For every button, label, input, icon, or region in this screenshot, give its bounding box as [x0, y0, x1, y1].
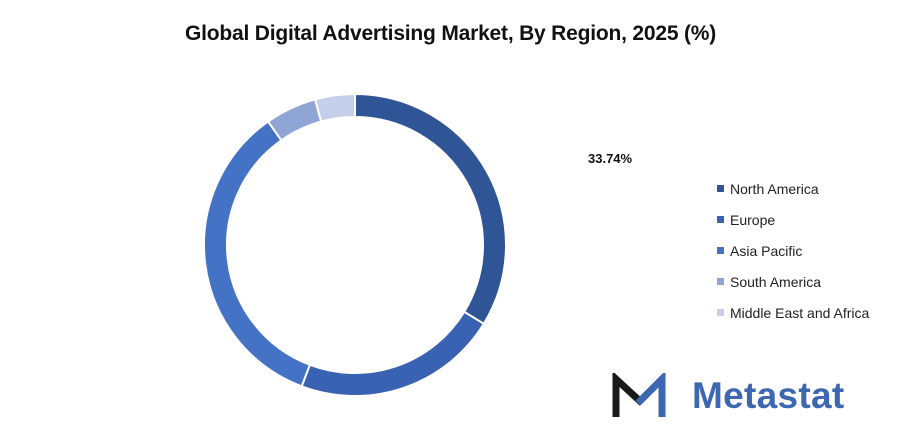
- brand-name: Metastat: [692, 375, 845, 416]
- donut-slice-north-america: [354, 92, 507, 326]
- donut-slice-middle-east-and-africa: [313, 92, 356, 123]
- legend-label: Europe: [730, 211, 776, 228]
- legend-label: Asia Pacific: [730, 242, 803, 259]
- legend-item-north-america: North America: [717, 173, 869, 204]
- legend-label: North America: [730, 180, 819, 197]
- brand-logo: Metastat: [612, 372, 845, 420]
- donut-slice-asia-pacific: [203, 120, 312, 388]
- legend-swatch: [717, 216, 724, 223]
- legend-item-asia-pacific: Asia Pacific: [717, 235, 869, 266]
- donut-slice-south-america: [266, 98, 323, 142]
- data-label-north-america: 33.74%: [588, 151, 633, 166]
- donut-chart: [203, 92, 507, 397]
- legend-swatch: [717, 247, 724, 254]
- chart-legend: North America Europe Asia Pacific South Ame…: [717, 173, 869, 328]
- legend-swatch: [717, 309, 724, 316]
- chart-title: Global Digital Advertising Market, By Re…: [184, 22, 717, 45]
- legend-item-europe: Europe: [717, 204, 869, 235]
- legend-swatch: [717, 278, 724, 285]
- legend-swatch: [717, 185, 724, 192]
- donut-slice-europe: [300, 310, 486, 397]
- metastat-m-logo-icon: [612, 373, 666, 417]
- legend-item-middle-east-and-africa: Middle East and Africa: [717, 297, 869, 328]
- legend-label: South America: [730, 273, 822, 290]
- legend-label: Middle East and Africa: [730, 304, 870, 321]
- legend-item-south-america: South America: [717, 266, 869, 297]
